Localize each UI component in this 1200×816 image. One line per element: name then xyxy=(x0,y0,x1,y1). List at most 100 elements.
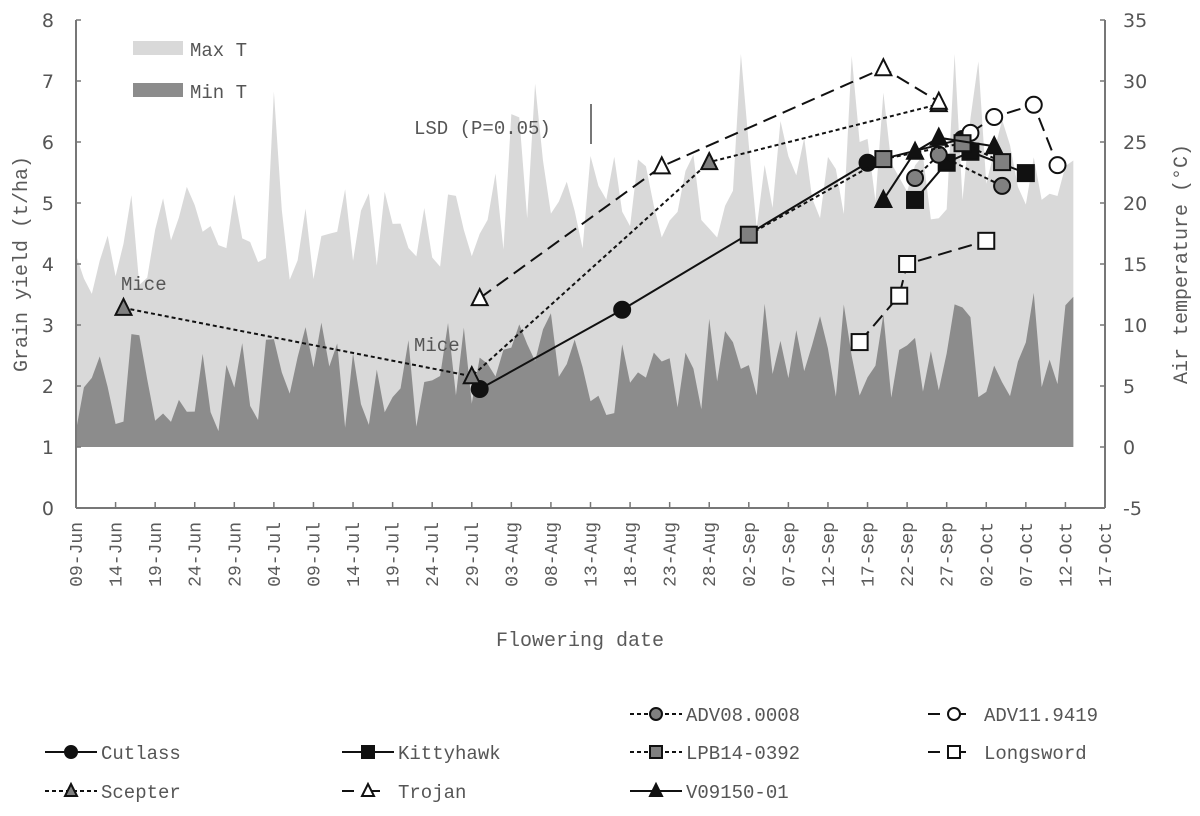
y-right-tick-label: 30 xyxy=(1123,71,1147,93)
y-right-tick-label: 15 xyxy=(1123,254,1147,276)
legend-label: Longsword xyxy=(984,743,1087,765)
x-tick-label: 29-Jun xyxy=(226,522,246,587)
circle-marker-icon xyxy=(613,300,632,319)
min-t-swatch xyxy=(133,83,183,97)
y-right-tick-label: 25 xyxy=(1123,132,1147,154)
y-tick-label: 0 xyxy=(42,498,54,520)
triangle-marker-icon xyxy=(652,155,672,175)
legend-label: V09150-01 xyxy=(686,782,789,804)
y-right-tick-label: 0 xyxy=(1123,437,1135,459)
x-tick-label: 12-Oct xyxy=(1057,522,1077,587)
circle-marker-icon xyxy=(947,707,961,721)
y-tick-label: 8 xyxy=(42,10,54,32)
triangle-marker-icon xyxy=(470,286,490,307)
circle-marker-icon xyxy=(649,707,663,721)
legend-label: LPB14-0392 xyxy=(686,743,800,765)
triangle-marker-icon xyxy=(929,126,949,146)
series-adv08-0008 xyxy=(906,145,1012,195)
square-marker-icon xyxy=(739,225,758,244)
square-marker-icon xyxy=(1016,164,1035,183)
axes: 0 1 2 3 4 5 6 7 8 -5 0 5 10 15 20 25 30 35 09-Jun 14-Jun 19-… xyxy=(42,10,1147,587)
x-tick-label: 19-Jun xyxy=(147,522,167,587)
mice-annotation-1: Mice xyxy=(121,274,167,296)
triangle-marker-icon xyxy=(905,140,925,160)
circle-marker-icon xyxy=(1024,95,1043,114)
square-marker-icon xyxy=(850,333,869,352)
y-tick-label: 3 xyxy=(42,315,54,337)
x-tick-label: 09-Jul xyxy=(305,522,325,587)
series-lpb14-0392 xyxy=(739,134,1012,244)
x-tick-label: 24-Jul xyxy=(424,522,444,587)
y-right-tick-label: -5 xyxy=(1123,498,1142,520)
y-right-tick-label: 35 xyxy=(1123,10,1147,32)
y-tick-label: 1 xyxy=(42,437,54,459)
series-trojan xyxy=(470,56,949,307)
x-tick-label: 17-Oct xyxy=(1097,522,1117,587)
x-tick-label: 27-Sep xyxy=(939,522,959,587)
triangle-marker-icon xyxy=(929,90,949,110)
x-tick-label: 22-Sep xyxy=(899,522,919,587)
x-tick-label: 24-Jun xyxy=(187,522,207,587)
circle-marker-icon xyxy=(1048,156,1067,175)
x-tick-label: 12-Sep xyxy=(820,522,840,587)
x-tick-label: 28-Aug xyxy=(701,522,721,587)
min-t-label: Min T xyxy=(190,82,247,104)
circle-marker-icon xyxy=(906,168,925,187)
x-axis-title: Flowering date xyxy=(496,630,664,653)
square-marker-icon xyxy=(874,150,893,169)
square-marker-icon xyxy=(947,745,961,759)
x-tick-label: 14-Jul xyxy=(345,522,365,587)
square-marker-icon xyxy=(898,255,917,273)
yield-series xyxy=(113,56,1067,399)
x-tick-label: 07-Oct xyxy=(1018,522,1038,587)
triangle-marker-icon xyxy=(63,781,79,797)
square-marker-icon xyxy=(890,286,909,305)
square-marker-icon xyxy=(906,190,925,209)
triangle-marker-icon xyxy=(873,188,893,208)
triangle-marker-icon xyxy=(360,781,376,797)
square-marker-icon xyxy=(993,153,1012,172)
triangle-marker-icon xyxy=(113,296,134,316)
legend-label: ADV08.0008 xyxy=(686,705,800,727)
x-tick-label: 03-Aug xyxy=(503,522,523,587)
lsd-label: LSD (P=0.05) xyxy=(414,118,551,140)
legend-item: Longsword xyxy=(928,743,1087,765)
max-t-label: Max T xyxy=(190,40,247,62)
legend-item: V09150-01 xyxy=(630,781,789,804)
area-legend: Max T Min T xyxy=(133,40,247,104)
triangle-marker-icon xyxy=(462,365,482,385)
circle-marker-icon xyxy=(64,745,78,759)
x-tick-label: 02-Sep xyxy=(741,522,761,587)
legend-item: Scepter xyxy=(45,781,181,804)
x-tick-label: 04-Jul xyxy=(266,522,286,587)
y-tick-label: 4 xyxy=(42,254,54,276)
min-t-area xyxy=(76,292,1074,447)
circle-marker-icon xyxy=(929,145,948,164)
legend-item: ADV08.0008 xyxy=(630,705,800,727)
series-longsword xyxy=(850,231,996,352)
temperature-areas xyxy=(76,53,1074,448)
triangle-marker-icon xyxy=(984,135,1004,155)
circle-marker-icon xyxy=(985,107,1004,126)
x-tick-label: 02-Oct xyxy=(978,522,998,587)
x-tick-label: 19-Jul xyxy=(385,522,405,587)
triangle-marker-icon xyxy=(648,781,664,797)
legend-item: LPB14-0392 xyxy=(630,743,800,765)
triangle-marker-icon xyxy=(699,150,719,171)
square-marker-icon xyxy=(361,745,375,759)
x-tick-label: 09-Jun xyxy=(68,522,88,587)
series-legend: ADV08.0008 ADV11.9419 Cutlass Kittyhawk LPB1… xyxy=(45,705,1098,804)
y-right-tick-label: 10 xyxy=(1123,315,1147,337)
legend-label: Cutlass xyxy=(101,743,181,765)
x-tick-label: 07-Sep xyxy=(780,522,800,587)
y-tick-label: 6 xyxy=(42,132,54,154)
circle-marker-icon xyxy=(993,176,1012,195)
x-tick-label: 08-Aug xyxy=(543,522,563,587)
x-tick-label: 18-Aug xyxy=(622,522,642,587)
legend-item: ADV11.9419 xyxy=(928,705,1098,727)
triangle-marker-icon xyxy=(873,56,893,77)
x-tick-label: 14-Jun xyxy=(108,522,128,587)
y-tick-label: 7 xyxy=(42,71,54,93)
x-tick-label: 13-Aug xyxy=(583,522,603,587)
